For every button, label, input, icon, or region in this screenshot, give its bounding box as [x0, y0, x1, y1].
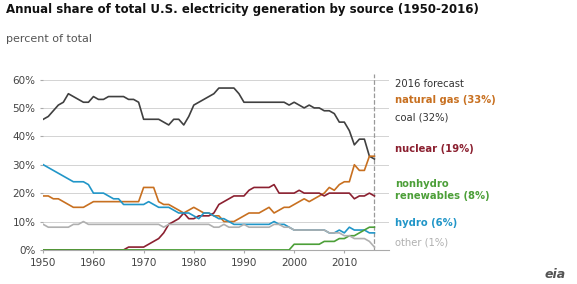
- Text: Annual share of total U.S. electricity generation by source (1950-2016): Annual share of total U.S. electricity g…: [6, 3, 479, 16]
- Text: natural gas (33%): natural gas (33%): [395, 95, 496, 105]
- Text: coal (32%): coal (32%): [395, 112, 449, 123]
- Text: nonhydro
renewables (8%): nonhydro renewables (8%): [395, 179, 490, 201]
- Text: hydro (6%): hydro (6%): [395, 218, 458, 228]
- Text: nuclear (19%): nuclear (19%): [395, 144, 474, 154]
- Text: eia: eia: [544, 268, 565, 281]
- Text: 2016 forecast: 2016 forecast: [395, 79, 464, 89]
- Text: percent of total: percent of total: [6, 34, 92, 44]
- Text: other (1%): other (1%): [395, 238, 448, 248]
